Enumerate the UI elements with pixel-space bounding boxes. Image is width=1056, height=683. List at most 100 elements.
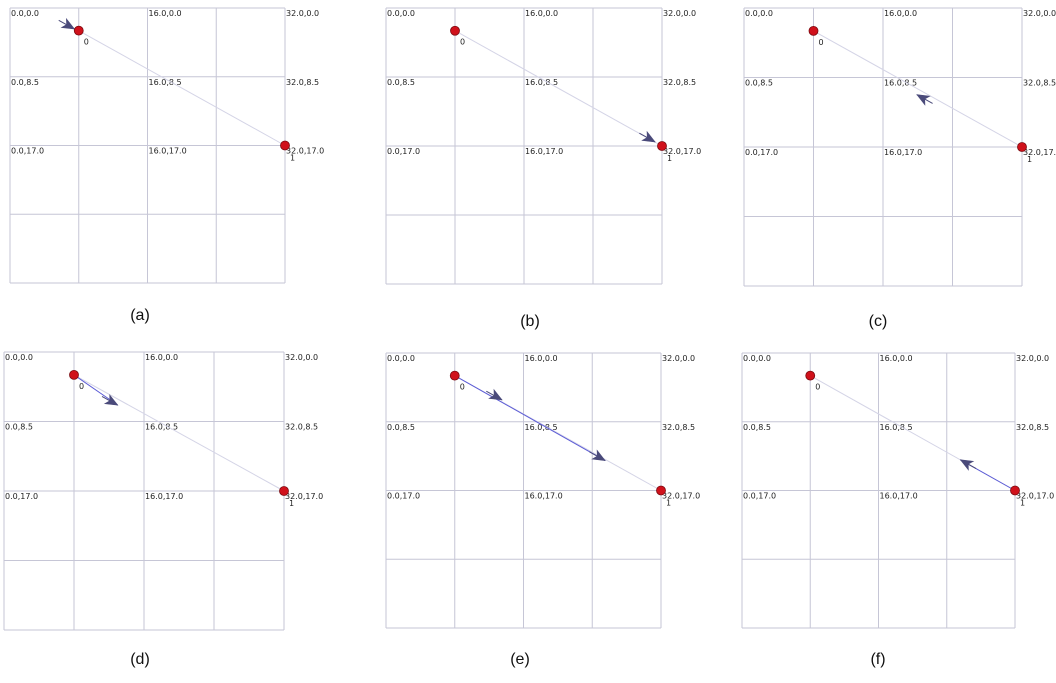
- node-label: 1: [667, 154, 672, 163]
- coordinate-label: 0.0,8.5: [5, 423, 33, 432]
- direction-arrow-icon: [589, 449, 606, 462]
- node-1[interactable]: [279, 486, 289, 496]
- direction-arrow-icon: [58, 17, 76, 30]
- node-0[interactable]: [73, 25, 84, 36]
- coordinate-label: 16.0,8.5: [884, 79, 917, 88]
- coordinate-label: 32.0,0.0: [1023, 9, 1056, 18]
- coordinate-label: 0.0,17.0: [387, 492, 420, 501]
- coordinate-label: 32.0,8.5: [662, 423, 695, 432]
- coordinate-label: 32.0,17.0: [1016, 492, 1054, 501]
- panel-caption: (b): [520, 313, 540, 330]
- node-label: 1: [1020, 499, 1025, 508]
- panel-caption: (d): [130, 651, 150, 668]
- coordinate-label: 32.0,8.5: [285, 423, 318, 432]
- coordinate-label: 0.0,17.0: [745, 148, 778, 157]
- panel-b: 0.0,0.0 16.0,0.0 32.0,0.0 0.0,8.5 16.0,8.5 32…: [385, 7, 701, 330]
- coordinate-label: 16.0,0.0: [880, 354, 913, 363]
- coordinate-label: 16.0,17.0: [525, 147, 563, 156]
- node-0[interactable]: [450, 25, 460, 36]
- panel-c: 0.0,0.0 16.0,0.0 32.0,0.0 0.0,8.5 16.0,8.5 32…: [743, 7, 1056, 330]
- direction-arrow-icon: [486, 388, 503, 401]
- node-label: 0: [815, 383, 820, 392]
- panel-e: 0.0,0.0 16.0,0.0 32.0,0.0 0.0,8.5 16.0,8.5 32…: [385, 352, 700, 668]
- node-label: 1: [1027, 155, 1032, 164]
- coordinate-label: 32.0,0.0: [663, 9, 696, 18]
- coordinate-label: 32.0,17.0: [662, 492, 700, 501]
- node-label: 0: [79, 382, 84, 391]
- coordinate-label: 0.0,8.5: [745, 79, 773, 88]
- coordinate-label: 0.0,0.0: [745, 9, 773, 18]
- panel-f: 0.0,0.0 16.0,0.0 32.0,0.0 0.0,8.5 16.0,8.5 32…: [741, 352, 1054, 668]
- coordinate-label: 0.0,0.0: [743, 354, 771, 363]
- coordinate-label: 0.0,17.0: [5, 492, 38, 501]
- coordinate-label: 0.0,8.5: [743, 423, 771, 432]
- node-0[interactable]: [808, 25, 819, 36]
- coordinate-label: 32.0,0.0: [1016, 354, 1049, 363]
- coordinate-label: 0.0,17.0: [11, 147, 44, 156]
- coordinate-label: 0.0,17.0: [387, 147, 420, 156]
- node-1[interactable]: [656, 485, 666, 496]
- coordinate-label: 0.0,0.0: [5, 353, 33, 362]
- coordinate-label: 16.0,8.5: [525, 423, 558, 432]
- coordinate-label: 32.0,17.0: [286, 147, 324, 156]
- panel-caption: (c): [869, 313, 888, 330]
- coordinate-label: 0.0,0.0: [387, 354, 415, 363]
- coordinate-label: 16.0,8.5: [525, 78, 558, 87]
- coordinate-label: 32.0,17.0: [663, 147, 701, 156]
- coordinate-label: 16.0,17.0: [525, 492, 563, 501]
- coordinate-label: 16.0,17.0: [149, 147, 187, 156]
- coordinate-label: 0.0,0.0: [11, 9, 39, 18]
- coordinate-label: 32.0,8.5: [286, 78, 319, 87]
- edge-line: [73, 374, 285, 492]
- coordinate-label: 32.0,0.0: [285, 353, 318, 362]
- panel-d: 0.0,0.0 16.0,0.0 32.0,0.0 0.0,8.5 16.0,8.5 32…: [3, 351, 323, 668]
- coordinate-label: 16.0,17.0: [884, 148, 922, 157]
- coordinate-label: 16.0,0.0: [525, 9, 558, 18]
- coordinate-label: 16.0,0.0: [149, 9, 182, 18]
- node-1[interactable]: [1017, 142, 1027, 152]
- node-0[interactable]: [449, 370, 460, 381]
- node-label: 0: [460, 38, 465, 47]
- edge-line: [813, 30, 1023, 148]
- node-0[interactable]: [69, 369, 79, 380]
- coordinate-label: 16.0,17.0: [145, 492, 183, 501]
- coordinate-label: 0.0,8.5: [11, 78, 39, 87]
- direction-arrow-icon: [916, 94, 933, 106]
- coordinate-label: 32.0,0.0: [662, 354, 695, 363]
- coordinate-label: 16.0,8.5: [145, 423, 178, 432]
- coordinate-label: 16.0,0.0: [884, 9, 917, 18]
- direction-arrow-icon: [639, 130, 656, 143]
- direction-arrow-icon: [101, 394, 119, 406]
- coordinate-label: 32.0,8.5: [1023, 79, 1056, 88]
- coordinate-label: 16.0,8.5: [880, 423, 913, 432]
- coordinate-label: 32.0,8.5: [663, 78, 696, 87]
- node-1[interactable]: [280, 140, 290, 151]
- edge-line: [78, 30, 286, 146]
- coordinate-label: 16.0,0.0: [145, 353, 178, 362]
- coordinate-label: 32.0,17.0: [285, 492, 323, 501]
- coordinate-label: 0.0,8.5: [387, 423, 415, 432]
- panel-caption: (f): [870, 651, 885, 668]
- coordinate-label: 16.0,0.0: [525, 354, 558, 363]
- traversed-path: [454, 375, 606, 462]
- node-label: 0: [460, 383, 465, 392]
- edge-line: [454, 30, 663, 147]
- direction-arrow-icon: [959, 459, 977, 471]
- coordinate-label: 0.0,17.0: [743, 492, 776, 501]
- node-label: 0: [84, 38, 89, 47]
- node-0[interactable]: [805, 370, 816, 381]
- coordinate-label: 0.0,8.5: [387, 78, 415, 87]
- coordinate-label: 0.0,0.0: [387, 9, 415, 18]
- panel-caption: (e): [510, 651, 530, 668]
- node-1[interactable]: [657, 141, 667, 151]
- coordinate-label: 32.0,17.0: [1023, 148, 1056, 157]
- node-label: 0: [819, 38, 824, 47]
- coordinate-label: 32.0,0.0: [286, 9, 319, 18]
- coordinate-label: 16.0,8.5: [149, 78, 182, 87]
- node-1[interactable]: [1010, 485, 1020, 496]
- coordinate-label: 32.0,8.5: [1016, 423, 1049, 432]
- coordinate-label: 16.0,17.0: [880, 492, 918, 501]
- node-label: 1: [289, 499, 294, 508]
- panel-caption: (a): [130, 307, 150, 324]
